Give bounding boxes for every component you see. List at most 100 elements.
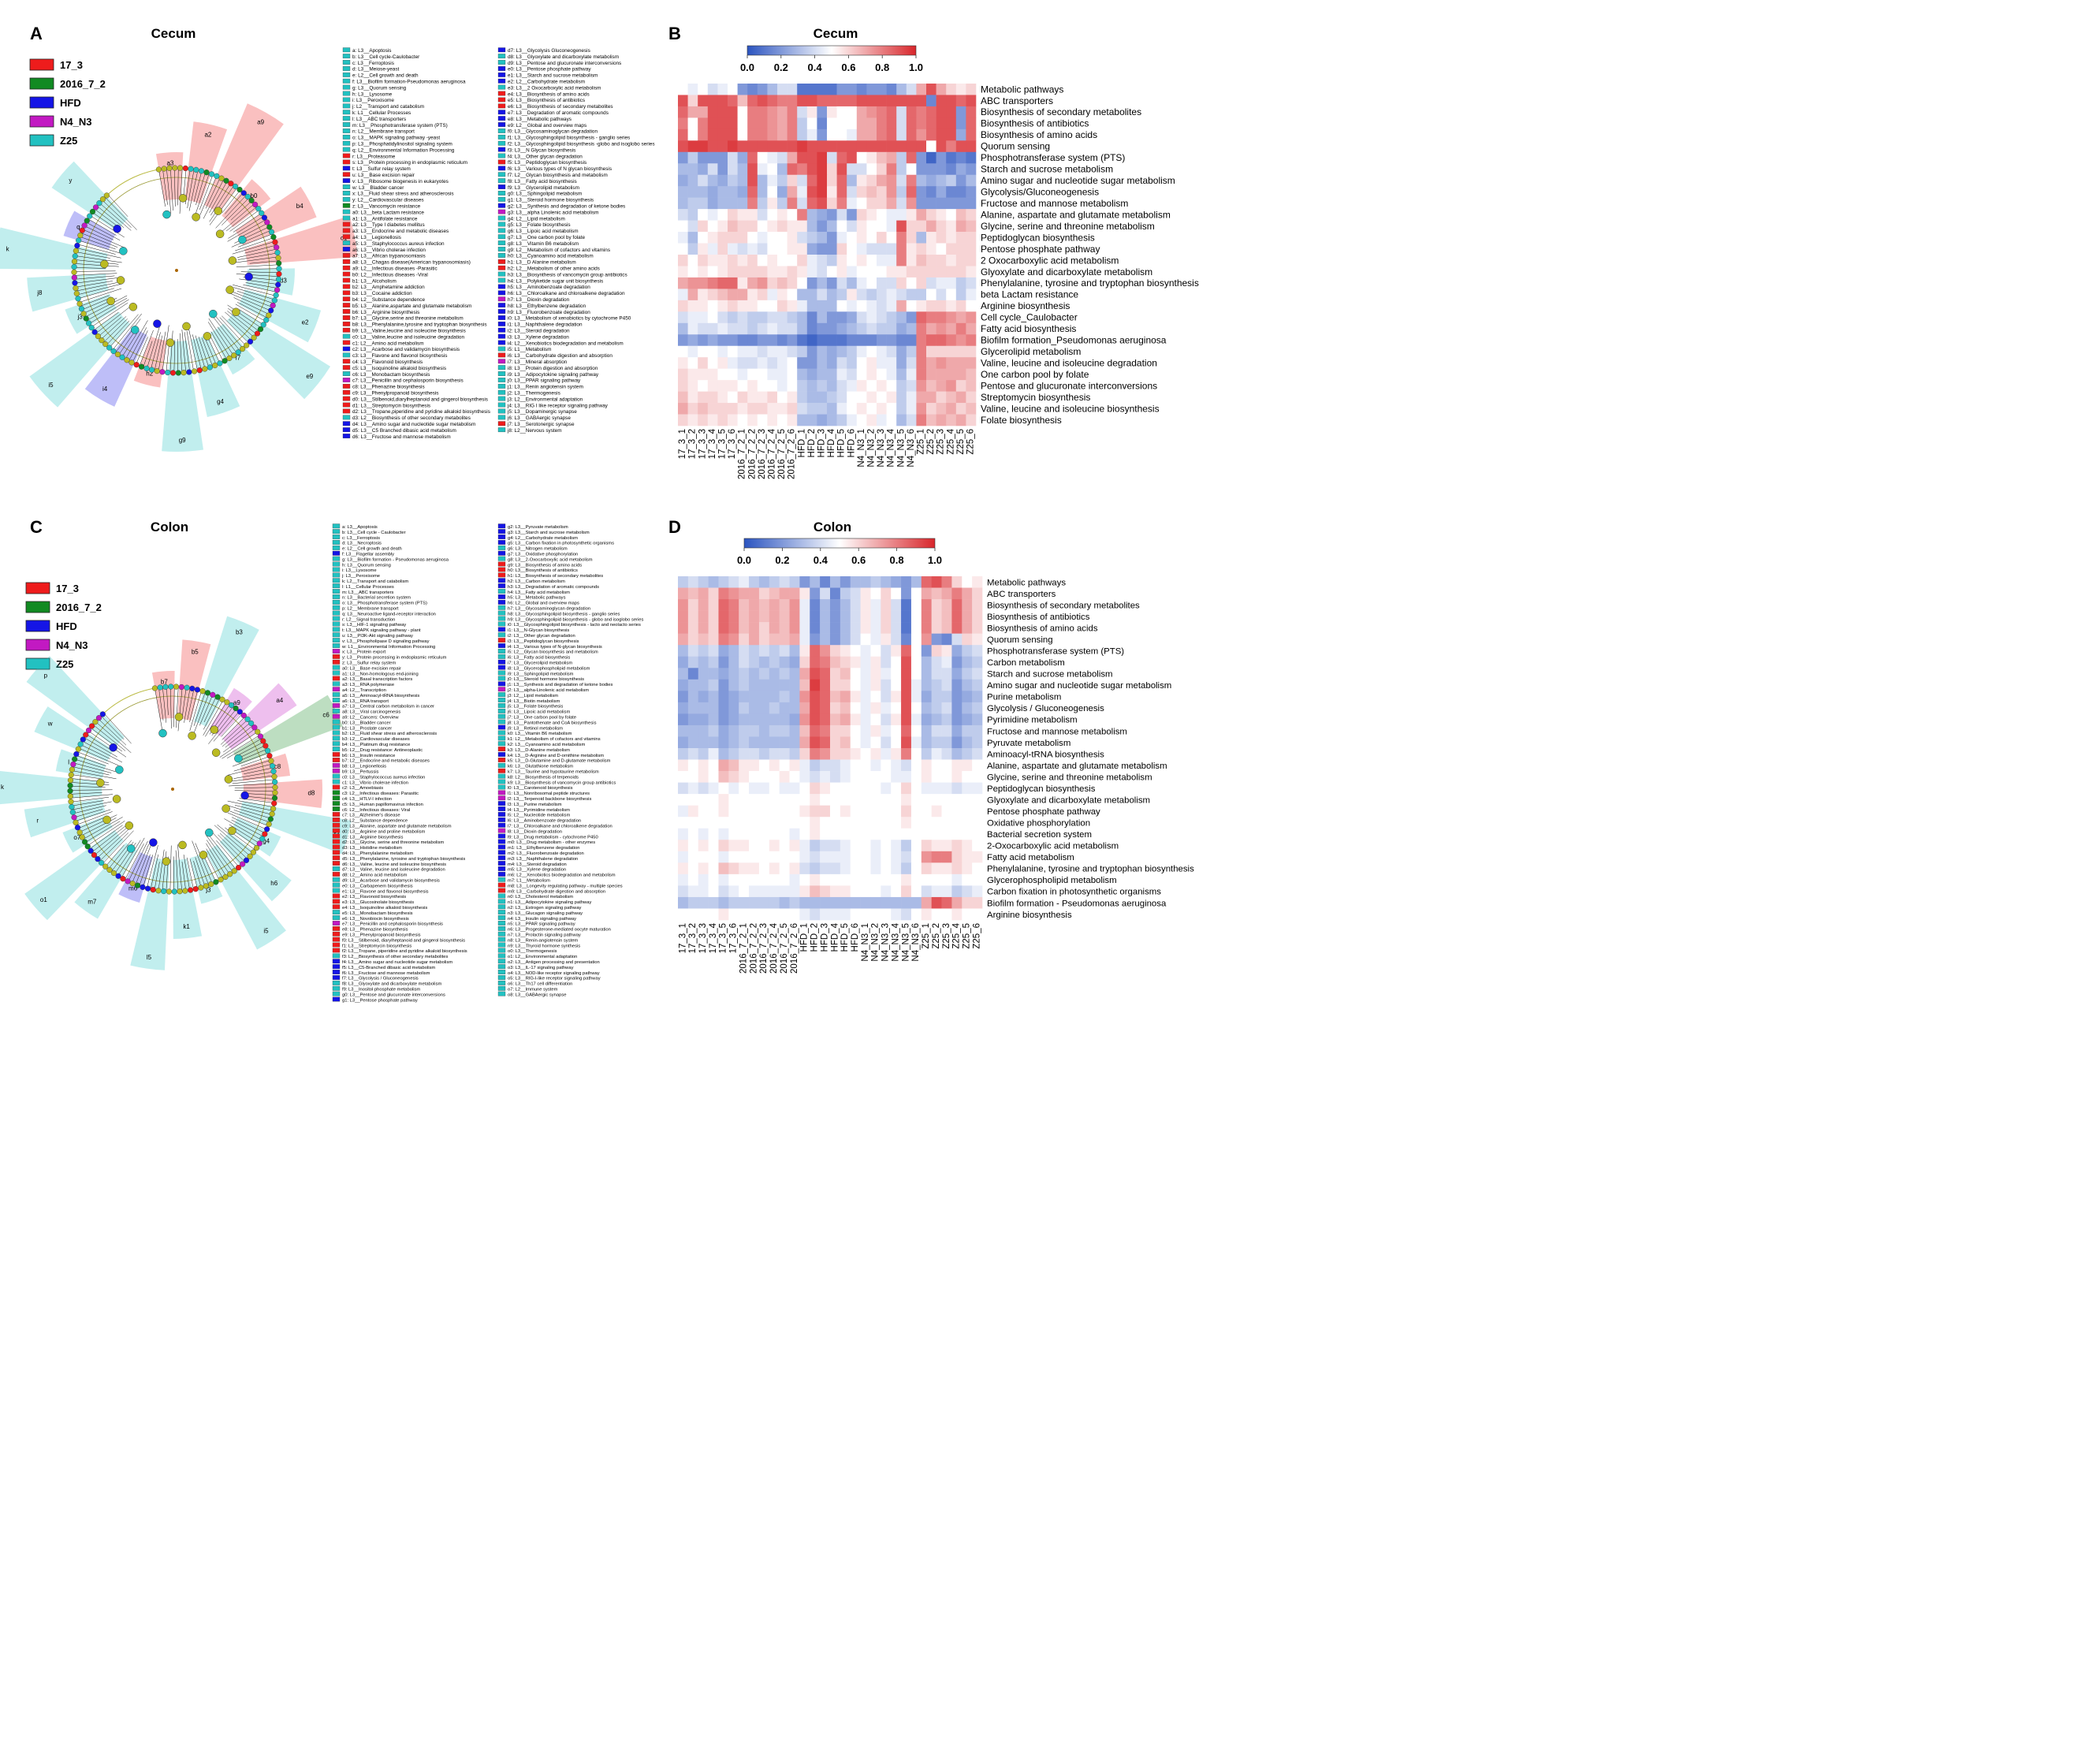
clade-leaf xyxy=(88,325,95,331)
key-entry: g2: L3__Synthesis and degradation of ket… xyxy=(508,204,625,210)
heatmap-cell xyxy=(810,862,821,875)
heatmap-cell xyxy=(747,255,758,266)
heatmap-cell xyxy=(972,679,983,691)
key-swatch xyxy=(342,277,351,283)
heatmap-cell xyxy=(817,95,828,107)
clade-label: i5 xyxy=(263,928,269,935)
clade-leaf xyxy=(144,885,151,892)
heatmap-cell xyxy=(820,817,831,829)
heatmap-cell xyxy=(901,576,912,588)
key-entry: d5: L3__Phenylalanine, tyrosine and tryp… xyxy=(342,857,465,862)
heatmap-cell xyxy=(877,311,887,324)
clade-branch xyxy=(128,327,147,362)
heatmap-cell xyxy=(787,174,798,187)
key-entry: i8: L3__Glycerophospholipid metabolism xyxy=(508,666,590,671)
key-entry: h8: L3__Glycosphingolipid biosynthesis -… xyxy=(508,612,620,616)
heatmap-cell xyxy=(860,668,871,680)
heatmap-cell xyxy=(856,403,867,415)
heatmap-cell xyxy=(806,322,817,335)
heatmap-cell xyxy=(966,311,977,324)
heatmap-cell xyxy=(749,713,760,726)
clade-sector xyxy=(244,215,358,266)
heatmap-cell xyxy=(877,128,887,141)
heatmap-cell xyxy=(779,873,790,886)
heatmap-cell xyxy=(966,117,977,130)
key-entry: b4: L3__Platinum drug resistance xyxy=(342,743,410,747)
heatmap-cell xyxy=(836,391,847,404)
heatmap-cell xyxy=(946,300,957,312)
heatmap-cell xyxy=(896,232,907,244)
heatmap-cell xyxy=(708,724,719,737)
heatmap-cell xyxy=(698,106,709,118)
clade-leaf xyxy=(72,756,78,762)
heatmap-cell xyxy=(966,345,977,358)
key-swatch xyxy=(497,54,506,59)
heatmap-cell xyxy=(946,140,957,153)
key-entry: m8: L3__Longevity regulating pathway - m… xyxy=(508,884,623,888)
heatmap-cell xyxy=(728,106,738,118)
key-entry: e: L2__Cell growth and death xyxy=(352,73,419,79)
heatmap-cell xyxy=(955,220,966,233)
heatmap-cell xyxy=(921,656,932,669)
heatmap-row-label: 2 Oxocarboxylic acid metabolism xyxy=(981,255,1119,266)
heatmap-cell xyxy=(860,724,871,737)
heatmap-cell xyxy=(827,357,837,369)
clade-leaf xyxy=(271,800,277,806)
heatmap-cell xyxy=(737,106,748,118)
heatmap-cell xyxy=(687,702,699,714)
heatmap-cell xyxy=(797,322,808,335)
clade-node xyxy=(214,207,223,215)
heatmap-cell xyxy=(830,771,841,783)
clade-branch xyxy=(121,330,140,358)
heatmap-cell xyxy=(707,277,718,289)
clade-leaf xyxy=(260,322,266,328)
heatmap-cell xyxy=(955,368,966,381)
heatmap-cell xyxy=(896,300,907,312)
key-swatch xyxy=(497,408,506,414)
heatmap-cell xyxy=(817,368,828,381)
heatmap-cell xyxy=(916,174,927,187)
heatmap-cell xyxy=(827,106,837,118)
colorbar-tick-label: 0.2 xyxy=(774,61,788,73)
clade-branch xyxy=(84,737,117,758)
heatmap-cell xyxy=(936,128,947,141)
clade-branch xyxy=(158,849,165,891)
heatmap-cell xyxy=(799,713,810,726)
clade-branch xyxy=(184,332,190,372)
clade-branch xyxy=(169,845,172,892)
heatmap-cell xyxy=(870,885,881,898)
heatmap-cell xyxy=(856,357,867,369)
key-entry: p: L3__Phosphatidylinositol signaling sy… xyxy=(352,142,452,147)
heatmap-cell xyxy=(931,828,942,840)
colorbar-tick-label: 1.0 xyxy=(928,554,942,566)
heatmap-cell xyxy=(896,380,907,392)
heatmap-cell xyxy=(728,713,739,726)
heatmap-cell xyxy=(687,840,699,852)
heatmap-cell xyxy=(687,255,698,266)
clade-sector xyxy=(173,859,203,939)
heatmap-cell xyxy=(951,748,963,760)
heatmap-cell xyxy=(758,840,770,852)
clade-node xyxy=(244,272,253,281)
heatmap-cell xyxy=(962,633,973,646)
heatmap-cell xyxy=(946,186,957,198)
heatmap-cell xyxy=(926,277,936,289)
key-swatch xyxy=(497,365,506,371)
heatmap-cell xyxy=(758,873,770,886)
heatmap-cell xyxy=(687,679,699,691)
clade-leaf xyxy=(161,166,167,172)
heatmap-cell xyxy=(779,691,790,703)
heatmap-cell xyxy=(728,702,739,714)
heatmap-cell xyxy=(817,255,828,266)
heatmap-cell xyxy=(827,220,837,233)
heatmap-cell xyxy=(787,368,798,381)
heatmap-cell xyxy=(749,610,760,623)
heatmap-cell xyxy=(972,805,983,818)
clade-leaf xyxy=(244,193,251,200)
clade-leaf xyxy=(67,777,74,784)
heatmap-cell xyxy=(860,885,871,898)
heatmap-cell xyxy=(728,232,738,244)
clade-leaf xyxy=(81,222,88,229)
clade-leaf xyxy=(68,772,74,778)
clade-branch xyxy=(240,271,279,273)
